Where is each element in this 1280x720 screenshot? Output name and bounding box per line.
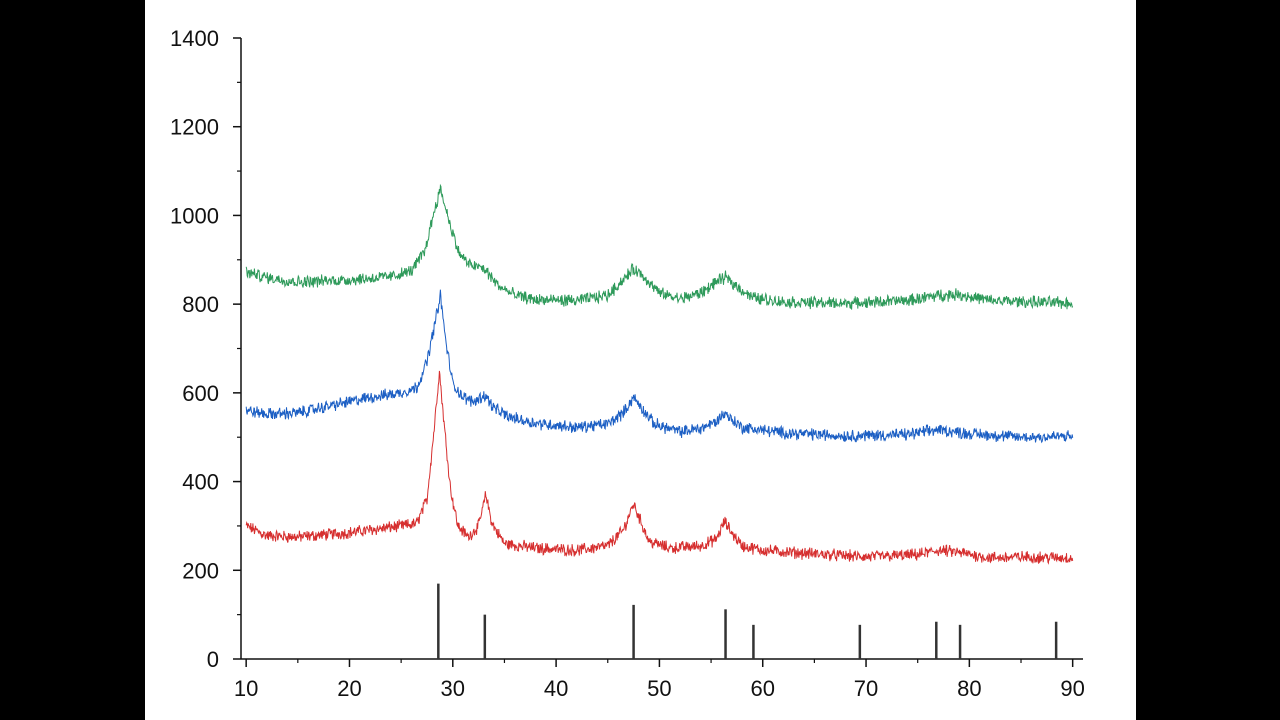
- series-line-3: [245, 183, 1074, 310]
- x-tick-label: 10: [234, 676, 258, 701]
- y-tick-label: 600: [182, 381, 219, 406]
- x-tick-label: 90: [1060, 676, 1084, 701]
- y-tick-label: 1400: [170, 26, 219, 51]
- y-tick-label: 800: [182, 292, 219, 317]
- x-tick-label: 50: [647, 676, 671, 701]
- x-tick-label: 60: [750, 676, 774, 701]
- y-tick-label: 0: [207, 647, 219, 672]
- x-tick-label: 40: [544, 676, 568, 701]
- x-tick-label: 20: [337, 676, 361, 701]
- chart-panel: [145, 0, 1136, 720]
- y-tick-label: 200: [182, 558, 219, 583]
- y-tick-label: 400: [182, 470, 219, 495]
- x-tick-label: 80: [957, 676, 981, 701]
- series-line-2: [245, 289, 1074, 444]
- x-tick-label: 30: [441, 676, 465, 701]
- series-line-1: [245, 370, 1074, 565]
- y-tick-label: 1200: [170, 115, 219, 140]
- y-tick-label: 1000: [170, 203, 219, 228]
- x-tick-label: 70: [854, 676, 878, 701]
